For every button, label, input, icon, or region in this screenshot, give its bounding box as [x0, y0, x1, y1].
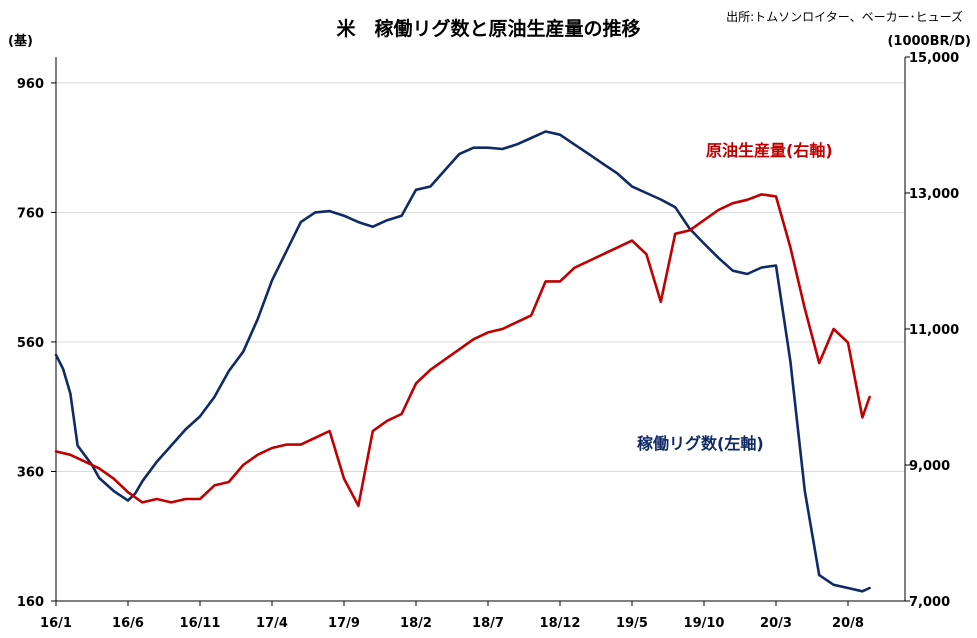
right-tick-label: 11,000: [909, 323, 959, 338]
chart-title: 米 稼働リグ数と原油生産量の推移: [336, 18, 641, 40]
x-tick-label: 19/10: [684, 616, 725, 631]
left-tick-label: 560: [17, 336, 44, 351]
left-tick-label: 160: [17, 595, 44, 610]
x-tick-label: 19/5: [616, 616, 648, 631]
series-lines: [54, 130, 871, 593]
x-tick-label: 18/2: [400, 616, 432, 631]
left-tick-label: 960: [17, 77, 44, 92]
x-tick-label: 18/7: [472, 616, 504, 631]
right-tick-label: 13,000: [909, 187, 959, 202]
left-tick-label: 360: [17, 465, 44, 480]
left-axis-unit: (基): [8, 34, 33, 49]
left-tick-label: 760: [17, 206, 44, 221]
right-tick-label: 9,000: [909, 459, 950, 474]
x-tick-label: 20/8: [832, 616, 864, 631]
x-tick-label: 17/4: [256, 616, 288, 631]
tick-labels: 160 360 560 760 960 7,000 9,000 11,000 13,000 15,…: [17, 51, 959, 631]
right-tick-label: 15,000: [909, 51, 959, 66]
x-tick-label: 17/9: [328, 616, 360, 631]
x-tick-label: 16/1: [40, 616, 72, 631]
x-tick-label: 16/6: [112, 616, 144, 631]
source-note: 出所:トムソンロイター、ベーカー･ヒューズ: [726, 10, 963, 24]
x-tick-label: 16/11: [180, 616, 221, 631]
right-axis-unit: (1000BR/D): [887, 34, 971, 49]
series-line-rig-count: [54, 130, 871, 593]
series-line-oil-production: [54, 193, 871, 508]
series-label-oil: 原油生産量(右軸): [706, 141, 833, 160]
x-tick-label: 18/12: [540, 616, 581, 631]
series-label-rig: 稼働リグ数(左軸): [637, 434, 764, 453]
x-tick-label: 20/3: [760, 616, 792, 631]
right-tick-label: 7,000: [909, 595, 950, 610]
axes: [51, 56, 910, 606]
